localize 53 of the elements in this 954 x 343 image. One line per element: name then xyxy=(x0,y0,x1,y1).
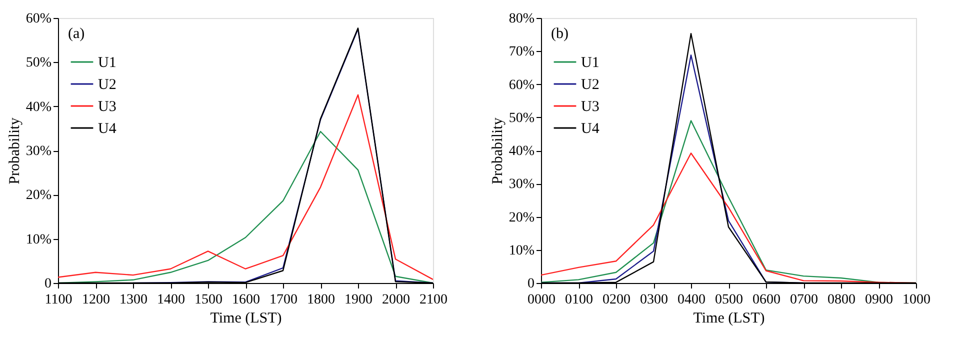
legend-label: U1 xyxy=(581,55,600,71)
legend-label: U2 xyxy=(581,77,600,93)
y-tick-label: 30% xyxy=(26,144,52,159)
y-tick-label: 10% xyxy=(26,232,52,248)
y-tick-label: 10% xyxy=(508,243,535,258)
x-tick-label: 1600 xyxy=(232,292,260,308)
y-tick-label: 0 xyxy=(528,276,534,292)
annotation: (a) xyxy=(68,26,85,42)
legend-label: U2 xyxy=(98,77,116,93)
legend-label: U3 xyxy=(581,99,600,115)
annotation: (b) xyxy=(551,26,568,42)
x-axis-title: Time (LST) xyxy=(693,310,765,326)
x-tick-label: 1400 xyxy=(157,292,185,308)
y-axis-title: Probability xyxy=(6,117,23,184)
x-tick-label: 2000 xyxy=(382,292,410,308)
x-tick-label: 1500 xyxy=(194,292,222,308)
legend-label: U4 xyxy=(581,121,600,137)
x-tick-label: 0000 xyxy=(528,292,556,308)
y-tick-label: 60% xyxy=(508,78,535,93)
x-tick-label: 1000 xyxy=(902,292,930,308)
x-tick-label: 0100 xyxy=(565,292,593,308)
y-tick-label: 50% xyxy=(26,56,52,71)
y-tick-label: 20% xyxy=(508,210,535,226)
x-tick-label: 1800 xyxy=(307,292,335,308)
x-tick-label: 0600 xyxy=(752,292,780,308)
x-tick-label: 0900 xyxy=(865,292,893,308)
x-tick-label: 2100 xyxy=(420,292,448,308)
line-series xyxy=(58,94,433,280)
y-tick-label: 30% xyxy=(508,177,535,192)
x-tick-label: 1200 xyxy=(82,292,110,308)
legend-label: U4 xyxy=(98,121,117,137)
y-tick-label: 80% xyxy=(508,12,535,26)
x-tick-label: 0300 xyxy=(640,292,668,308)
x-tick-label: 1900 xyxy=(344,292,372,308)
x-tick-label: 1700 xyxy=(270,292,298,308)
y-tick-label: 60% xyxy=(26,12,52,26)
x-tick-label: 0800 xyxy=(828,292,856,308)
y-tick-label: 50% xyxy=(508,110,535,126)
x-tick-label: 1300 xyxy=(120,292,148,308)
y-axis-title: Probability xyxy=(490,117,506,184)
y-tick-label: 0 xyxy=(44,276,52,292)
x-tick-label: 1100 xyxy=(44,292,72,308)
x-axis-title: Time (LST) xyxy=(210,310,282,326)
legend-label: U1 xyxy=(98,55,116,71)
y-tick-label: 70% xyxy=(508,44,535,60)
x-tick-label: 0200 xyxy=(602,292,630,308)
y-tick-label: 40% xyxy=(508,144,535,159)
x-tick-label: 0500 xyxy=(715,292,743,308)
y-tick-label: 40% xyxy=(26,100,52,115)
x-tick-label: 0700 xyxy=(790,292,818,308)
legend-label: U3 xyxy=(98,99,116,115)
y-tick-label: 20% xyxy=(26,188,52,204)
x-tick-label: 0400 xyxy=(678,292,706,308)
